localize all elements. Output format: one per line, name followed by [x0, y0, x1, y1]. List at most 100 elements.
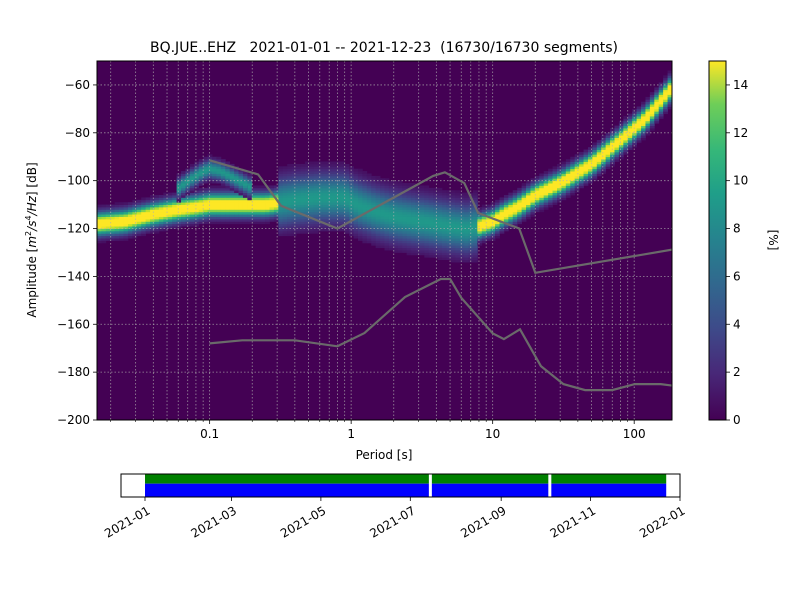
heatmap-cell	[344, 197, 350, 201]
heatmap-cell	[477, 218, 483, 222]
heatmap-cell	[380, 214, 385, 217]
heatmap-cell	[251, 202, 257, 205]
heatmap-cell	[278, 214, 284, 217]
heatmap-cell	[234, 168, 239, 172]
heatmap-cell	[260, 216, 266, 220]
heatmap-cell	[357, 211, 363, 215]
heatmap-cell	[335, 161, 341, 165]
heatmap-cell	[357, 199, 363, 203]
heatmap-cell	[402, 197, 408, 201]
heatmap-cell	[601, 168, 607, 172]
heatmap-cell	[411, 192, 416, 196]
heatmap-cell	[654, 111, 660, 115]
heatmap-cell	[335, 216, 341, 220]
heatmap-cell	[291, 204, 297, 208]
heatmap-cell	[318, 197, 323, 201]
heatmap-cell	[424, 218, 430, 222]
heatmap-cell	[450, 240, 456, 244]
heatmap-cell	[287, 180, 293, 184]
heatmap-cell	[198, 206, 204, 210]
heatmap-cell	[278, 192, 284, 196]
heatmap-cell	[512, 206, 518, 210]
heatmap-cell	[402, 228, 408, 232]
heatmap-cell	[388, 245, 394, 249]
heatmap-cell	[601, 142, 607, 146]
heatmap-cell	[313, 221, 319, 225]
heatmap-cell	[428, 216, 434, 220]
heatmap-cell	[380, 228, 385, 232]
heatmap-cell	[450, 199, 456, 203]
heatmap-cell	[362, 195, 368, 198]
heatmap-cell	[158, 218, 164, 222]
heatmap-cell	[357, 168, 363, 172]
heatmap-cell	[313, 175, 319, 179]
heatmap-cell	[181, 197, 186, 201]
heatmap-cell	[601, 144, 607, 148]
heatmap-cell	[145, 209, 151, 213]
heatmap-cell	[561, 175, 567, 179]
heatmap-cell	[265, 197, 270, 201]
heatmap-cell	[127, 214, 133, 217]
heatmap-cell	[344, 199, 350, 203]
heatmap-cell	[256, 204, 262, 208]
heatmap-cell	[415, 228, 421, 232]
y-axis-label-part: m	[25, 236, 39, 248]
heatmap-cell	[632, 111, 638, 115]
heatmap-cell	[477, 216, 483, 220]
heatmap-cell	[216, 175, 222, 179]
heatmap-cell	[141, 209, 147, 213]
heatmap-cell	[251, 211, 257, 215]
heatmap-cell	[654, 116, 660, 119]
heatmap-cell	[437, 254, 443, 258]
heatmap-cell	[234, 199, 239, 203]
heatmap-cell	[561, 161, 567, 165]
heatmap-cell	[437, 230, 443, 234]
heatmap-cell	[371, 235, 377, 239]
heatmap-cell	[477, 235, 483, 239]
heatmap-cell	[415, 214, 421, 217]
heatmap-cell	[167, 197, 173, 201]
timeline-tick-label: 2021-09	[458, 503, 508, 540]
heatmap-cell	[256, 221, 262, 225]
heatmap-cell	[344, 195, 350, 198]
heatmap-cell	[610, 156, 615, 160]
colorbar-tick-label: 2	[733, 365, 741, 379]
heatmap-cell	[256, 197, 262, 201]
heatmap-cell	[614, 151, 620, 155]
heatmap-cell	[534, 202, 540, 205]
heatmap-cell	[455, 228, 461, 232]
heatmap-cell	[251, 218, 257, 222]
heatmap-cell	[366, 238, 372, 241]
heatmap-cell	[150, 209, 155, 213]
heatmap-cell	[198, 173, 204, 177]
heatmap-cell	[247, 199, 253, 203]
heatmap-cell	[212, 218, 217, 222]
heatmap-cell	[97, 209, 102, 213]
heatmap-cell	[477, 214, 483, 217]
heatmap-cell	[167, 202, 173, 205]
heatmap-cell	[614, 144, 620, 148]
heatmap-cell	[344, 171, 350, 174]
heatmap-cell	[344, 190, 350, 194]
heatmap-cell	[234, 185, 239, 189]
heatmap-cell	[424, 197, 430, 201]
heatmap-cell	[163, 202, 169, 205]
heatmap-cell	[291, 202, 297, 205]
heatmap-cell	[349, 233, 354, 237]
heatmap-cell	[477, 228, 483, 232]
heatmap-cell	[570, 156, 576, 160]
heatmap-cell	[300, 228, 306, 232]
heatmap-cell	[433, 204, 438, 208]
heatmap-cell	[636, 128, 642, 131]
heatmap-cell	[632, 120, 638, 124]
heatmap-cell	[331, 209, 337, 213]
heatmap-cell	[654, 87, 660, 91]
heatmap-cell	[101, 233, 107, 237]
heatmap-cell	[145, 230, 151, 234]
heatmap-cell	[658, 104, 664, 107]
heatmap-cell	[176, 211, 182, 215]
heatmap-cell	[623, 116, 629, 119]
heatmap-cell	[437, 226, 443, 229]
heatmap-cell	[592, 163, 598, 167]
